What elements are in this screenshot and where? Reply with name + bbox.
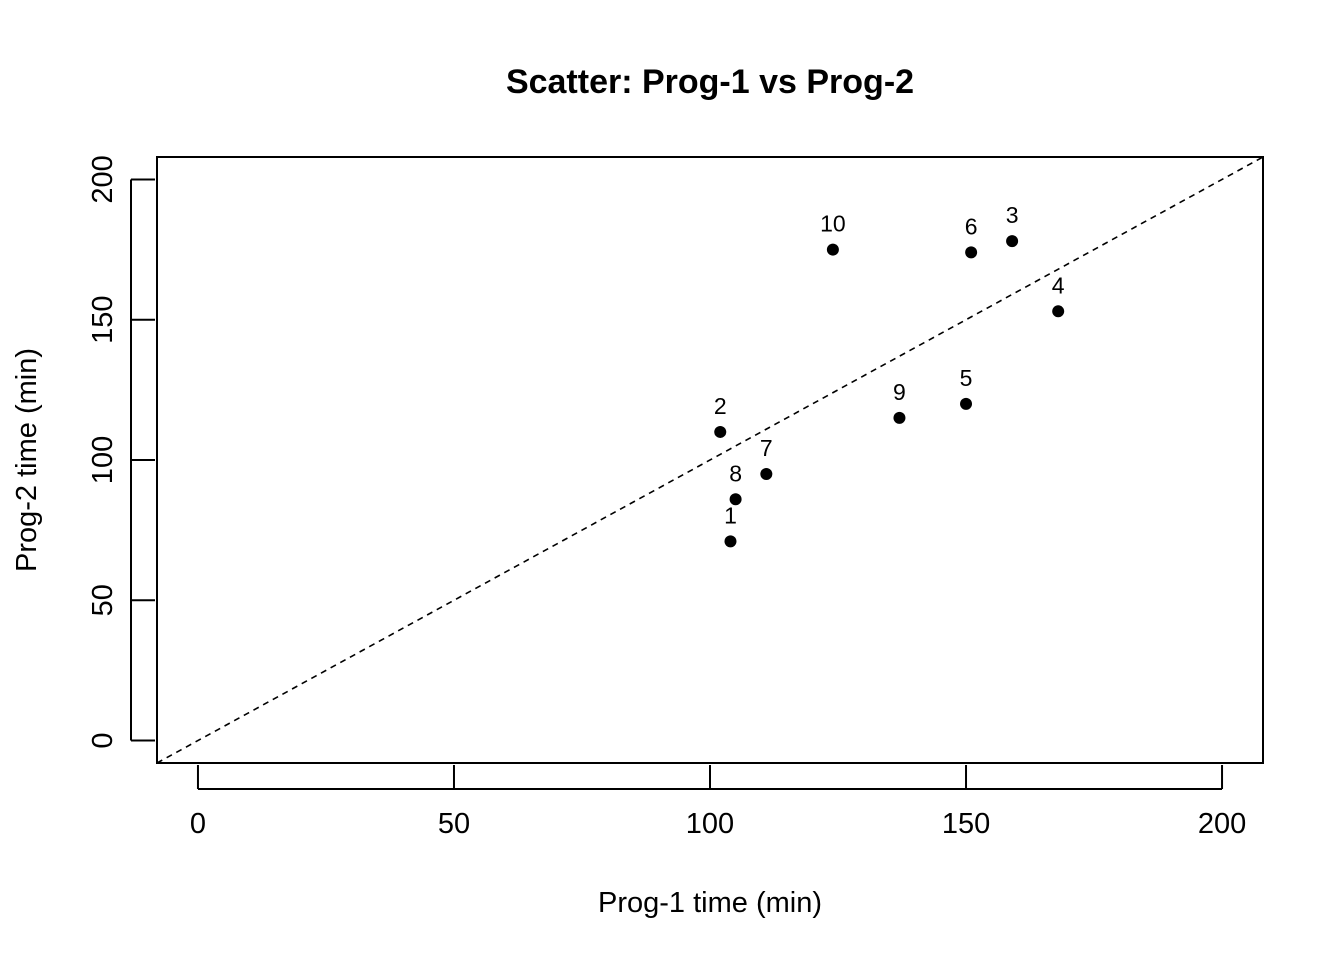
reference-line-y-equals-x [156,156,1264,764]
data-point-3 [1006,235,1019,248]
data-point-7 [760,468,773,481]
plot-area: 1 2 3 4 5 6 78 9 10 [156,156,1264,764]
data-point-label-1: 1 [724,502,737,528]
data-point-label-2: 2 [714,393,727,419]
y-tick-label: 100 [87,436,119,484]
data-point-6 [965,246,978,259]
data-point-2 [714,425,727,438]
data-point-10 [826,243,839,256]
x-axis: 0 50 100 150 200 [190,765,1246,840]
y-tick-label: 50 [87,584,119,616]
data-point-label-4: 4 [1052,272,1065,298]
data-points [714,235,1065,548]
data-point-label-5: 5 [960,365,973,391]
data-point-5 [960,397,973,410]
x-tick-label: 0 [190,808,206,840]
data-point-label-6: 6 [965,213,978,239]
y-axis: 0 50 100 150 200 [87,155,155,749]
data-point-4 [1052,305,1065,318]
data-point-9 [893,411,906,424]
y-axis-label: Prog-2 time (min) [11,348,43,572]
y-tick-label: 150 [87,296,119,344]
chart-title: Scatter: Prog-1 vs Prog-2 [506,63,914,101]
x-tick-label: 50 [438,808,470,840]
data-point-labels: 1 2 3 4 5 6 78 9 10 [714,202,1065,528]
data-point-label-7: 7 [760,435,773,461]
x-tick-label: 150 [942,808,990,840]
data-point-label-9: 9 [893,379,906,405]
x-tick-label: 100 [686,808,734,840]
y-tick-label: 0 [87,732,119,748]
x-axis-label: Prog-1 time (min) [598,887,822,919]
data-point-label-3: 3 [1006,202,1019,228]
data-point-8 [729,493,742,506]
data-point-label-10: 10 [820,211,846,237]
data-point-1 [724,535,737,548]
data-point-label-8: 8 [729,460,742,486]
x-tick-label: 200 [1198,808,1246,840]
y-tick-label: 200 [87,155,119,203]
plot-frame [156,156,1264,764]
